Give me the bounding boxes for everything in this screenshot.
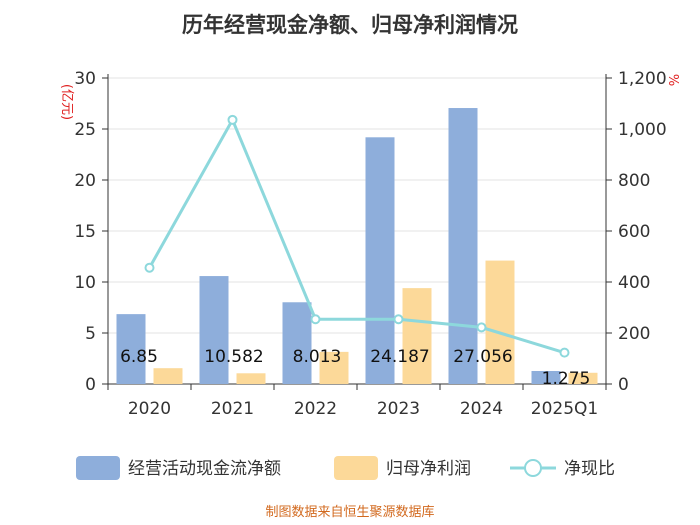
left-tick-label: 5 <box>85 324 96 344</box>
profit-bar <box>236 373 266 384</box>
cashflow-data-label: 6.85 <box>120 347 158 367</box>
cashflow-data-label: 8.013 <box>293 347 342 367</box>
legend: 经营活动现金流净额 归母净利润 净现比 <box>76 456 615 480</box>
x-tick-label: 2022 <box>294 399 337 419</box>
x-tick-label: 2021 <box>211 399 254 419</box>
cashflow-bar <box>448 108 478 384</box>
cashflow-bar <box>282 302 312 384</box>
x-tick-label: 2023 <box>377 399 420 419</box>
cashflow-data-label: 24.187 <box>370 347 429 367</box>
profit-bar <box>485 260 515 384</box>
legend-marker-ratio <box>524 459 542 477</box>
right-tick-label: 200 <box>618 324 650 344</box>
x-tick-label: 2020 <box>128 399 171 419</box>
right-tick-label: 800 <box>618 171 650 191</box>
legend-label-profit: 归母净利润 <box>386 459 471 479</box>
right-tick-label: 0 <box>618 375 629 395</box>
right-tick-label: 400 <box>618 273 650 293</box>
right-tick-label: 1,000 <box>618 120 667 140</box>
x-tick-label: 2025Q1 <box>531 399 598 419</box>
profit-bar <box>153 368 183 384</box>
legend-label-ratio: 净现比 <box>564 459 615 479</box>
left-tick-label: 25 <box>74 120 96 140</box>
left-tick-label: 15 <box>74 222 96 242</box>
right-axis-unit: % <box>665 74 680 86</box>
left-axis-unit: (亿元) <box>59 84 74 120</box>
profit-bar <box>568 372 598 384</box>
x-tick-label: 2024 <box>460 399 503 419</box>
ratio-point <box>227 114 238 125</box>
ratio-point <box>559 347 570 358</box>
cashflow-bar <box>199 276 229 384</box>
data-labels: 6.85 10.582 8.013 24.187 27.056 1.275 <box>120 347 590 389</box>
cashflow-bar <box>531 370 561 384</box>
legend-label-cashflow: 经营活动现金流净额 <box>128 459 281 479</box>
profit-bar <box>402 288 432 384</box>
ratio-point <box>476 322 487 333</box>
chart-title: 历年经营现金净额、归母净利润情况 <box>182 13 518 37</box>
left-tick-label: 20 <box>74 171 96 191</box>
axes: 0 5 10 15 20 25 30 0 200 400 600 800 1,000 1,200 (亿元)%… <box>59 69 680 419</box>
grid <box>108 77 606 385</box>
right-tick-label: 1,200 <box>618 69 667 89</box>
profit-bar <box>319 351 349 384</box>
legend-swatch-cashflow <box>76 456 120 480</box>
right-tick-label: 600 <box>618 222 650 242</box>
left-tick-label: 0 <box>85 375 96 395</box>
cashflow-data-label: 27.056 <box>453 347 512 367</box>
left-tick-label: 30 <box>74 69 96 89</box>
source-note: 制图数据来自恒生聚源数据库 <box>265 504 434 520</box>
cashflow-bar <box>365 137 395 384</box>
cashflow-data-label: 10.582 <box>204 347 263 367</box>
left-tick-label: 10 <box>74 273 96 293</box>
ratio-line-path <box>148 116 565 355</box>
bars <box>116 108 598 384</box>
cashflow-bar <box>116 314 146 384</box>
ratio-point <box>393 314 404 325</box>
ratio-point <box>144 262 155 273</box>
legend-swatch-profit <box>334 456 378 480</box>
ratio-point <box>310 314 321 325</box>
ratio-line <box>144 114 570 358</box>
cashflow-data-label: 1.275 <box>542 369 591 389</box>
